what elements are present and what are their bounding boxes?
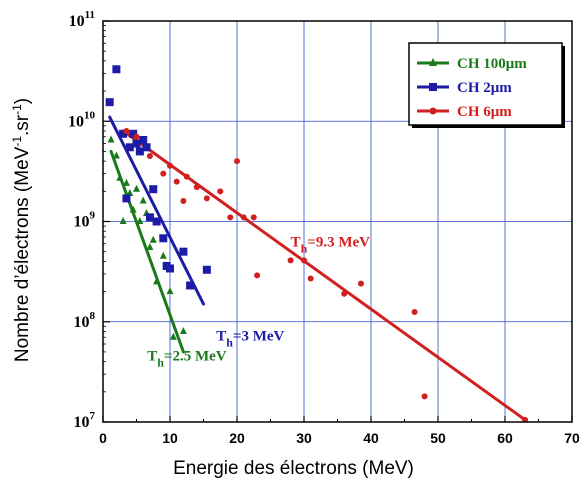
data-point: [307, 275, 314, 282]
data-point: [167, 162, 173, 169]
data-point: [411, 309, 418, 316]
data-point: [153, 277, 161, 285]
data-point: [149, 185, 158, 194]
x-tick-label: 50: [430, 430, 446, 446]
data-point: [203, 195, 210, 202]
data-point: [132, 139, 141, 148]
data-point: [179, 326, 187, 334]
data-point: [166, 264, 174, 273]
legend-label: CH 100μm: [457, 56, 527, 72]
data-point: [341, 290, 348, 297]
data-point: [122, 178, 130, 186]
data-point: [149, 235, 157, 243]
fit-line: [108, 115, 205, 306]
data-point: [146, 153, 153, 160]
x-tick-label: 10: [162, 430, 178, 446]
data-point: [240, 214, 247, 221]
data-point: [119, 217, 127, 224]
data-point: [136, 217, 144, 224]
data-point: [169, 332, 177, 340]
data-point: [126, 189, 134, 197]
data-point: [202, 265, 211, 274]
data-point: [227, 214, 234, 221]
data-point: [429, 83, 437, 91]
temperature-annotation: Th=3 MeV: [216, 329, 284, 350]
data-point: [133, 133, 140, 140]
x-tick-label: 20: [229, 430, 245, 446]
legend: CH 100μm CH 2μm CH 6μm: [408, 42, 565, 128]
x-tick-label: 30: [296, 430, 312, 446]
data-points: [105, 65, 529, 422]
data-point: [116, 173, 124, 181]
data-point: [173, 178, 180, 185]
data-point: [152, 217, 161, 226]
data-point: [129, 205, 137, 213]
y-tick-label: 108: [74, 310, 96, 331]
x-tick-label: 70: [564, 430, 580, 446]
data-point: [250, 214, 257, 221]
y-tick-label: 109: [74, 210, 96, 231]
x-axis-title: Energie des électrons (MeV): [173, 458, 414, 479]
temperature-annotation: Th=2.5 MeV: [147, 349, 227, 370]
data-point: [193, 184, 200, 191]
data-point: [133, 184, 140, 192]
legend-label: CH 6μm: [457, 104, 512, 120]
data-point: [105, 98, 114, 107]
data-point: [186, 281, 195, 290]
data-point: [183, 173, 190, 180]
y-axis: 107 108 109 1010 1011: [68, 9, 110, 431]
data-point: [142, 143, 151, 152]
data-point: [179, 247, 188, 256]
data-point: [112, 151, 120, 159]
data-point: [123, 127, 130, 134]
data-point: [159, 234, 168, 243]
data-point: [129, 129, 138, 138]
x-tick-label: 60: [497, 430, 513, 446]
data-point: [146, 243, 154, 251]
data-point: [166, 287, 174, 295]
y-axis-title: Nombre d’électrons (MeV-1.sr-1): [9, 97, 34, 363]
fit-line: [121, 129, 527, 422]
data-point: [217, 188, 224, 195]
data-point: [429, 107, 437, 115]
legend-label: CH 2μm: [457, 80, 512, 96]
data-point: [145, 213, 154, 222]
data-point: [421, 393, 428, 400]
data-point: [112, 65, 121, 74]
data-point: [135, 147, 144, 156]
x-tick-label: 0: [99, 430, 107, 446]
data-point: [107, 135, 115, 143]
data-point: [159, 251, 167, 259]
x-tick-label: 40: [363, 430, 379, 446]
data-point: [139, 136, 148, 145]
fit-lines: [108, 115, 527, 422]
data-point: [287, 257, 294, 264]
data-point: [180, 198, 187, 205]
data-point: [234, 158, 240, 165]
data-point: [125, 143, 134, 152]
x-axis: 0 10 20 30 40 50 60 70: [99, 416, 580, 446]
data-point: [254, 272, 261, 279]
data-point: [429, 58, 437, 66]
data-point: [122, 194, 131, 203]
y-tick-label: 1011: [69, 9, 95, 30]
fit-line: [109, 149, 185, 354]
data-point: [357, 280, 364, 287]
temperature-annotation: Th=9.3 MeV: [291, 235, 371, 256]
data-point: [301, 257, 307, 264]
data-point: [160, 170, 167, 177]
data-point: [119, 129, 128, 138]
data-point: [522, 416, 529, 422]
y-tick-label: 107: [74, 410, 96, 431]
y-tick-label: 1010: [68, 109, 96, 130]
data-point: [139, 196, 147, 204]
